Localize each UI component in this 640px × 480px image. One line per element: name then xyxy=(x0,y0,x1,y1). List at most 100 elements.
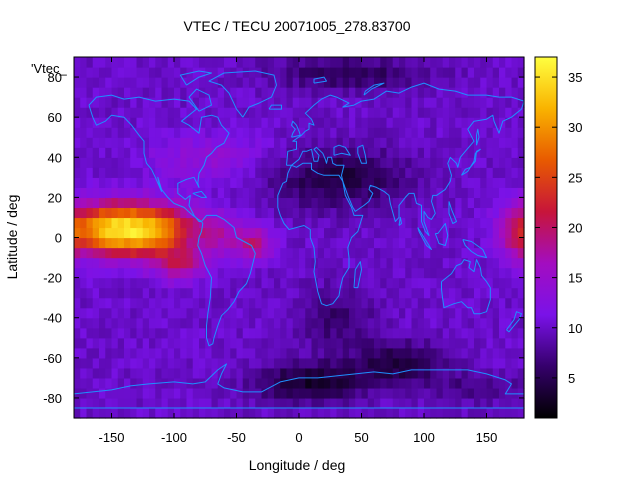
heatmap-cell xyxy=(467,57,475,68)
heatmap-cell xyxy=(117,277,125,289)
heatmap-cell xyxy=(261,77,269,88)
heatmap-cell xyxy=(217,167,225,178)
heatmap-cell xyxy=(86,257,94,269)
heatmap-cell xyxy=(361,347,369,359)
heatmap-cell xyxy=(174,167,181,178)
heatmap-cell xyxy=(349,267,356,279)
heatmap-cell xyxy=(80,347,88,359)
heatmap-cell xyxy=(499,347,506,359)
heatmap-cell xyxy=(230,87,238,98)
heatmap-cell xyxy=(155,107,163,118)
heatmap-cell xyxy=(161,207,169,219)
heatmap-cell xyxy=(511,267,519,279)
heatmap-cell xyxy=(105,407,113,419)
heatmap-cell xyxy=(386,67,394,78)
heatmap-cell xyxy=(205,207,213,219)
heatmap-cell xyxy=(449,197,456,209)
heatmap-cell xyxy=(249,107,256,118)
heatmap-cell xyxy=(492,127,500,138)
heatmap-cell xyxy=(411,87,419,98)
heatmap-cell xyxy=(511,177,519,188)
heatmap-cell xyxy=(517,407,525,419)
heatmap-cell xyxy=(142,207,150,219)
heatmap-cell xyxy=(505,397,513,409)
heatmap-cell xyxy=(442,307,450,319)
heatmap-cell xyxy=(136,207,144,219)
heatmap-cell xyxy=(486,87,494,98)
heatmap-cell xyxy=(92,347,100,359)
heatmap-cell xyxy=(174,377,181,389)
heatmap-cell xyxy=(317,327,325,339)
heatmap-cell xyxy=(342,127,350,138)
heatmap-cell xyxy=(499,277,506,289)
heatmap-cell xyxy=(149,287,156,299)
heatmap-cell xyxy=(305,207,313,219)
coastline-south-america xyxy=(197,214,256,347)
heatmap-cell xyxy=(442,287,450,299)
heatmap-cell xyxy=(117,367,125,379)
heatmap-cell xyxy=(111,137,119,148)
heatmap-cell xyxy=(80,377,88,389)
heatmap-cell xyxy=(461,157,469,168)
heatmap-cell xyxy=(380,297,388,309)
heatmap-cell xyxy=(486,257,494,269)
heatmap-cell xyxy=(117,67,125,78)
heatmap-cell xyxy=(305,67,313,78)
heatmap-cell xyxy=(80,247,88,259)
heatmap-cell xyxy=(267,167,275,178)
heatmap-cell xyxy=(417,297,425,309)
heatmap-cell xyxy=(80,217,88,229)
heatmap-cell xyxy=(442,157,450,168)
heatmap-cell xyxy=(505,67,513,78)
heatmap-cell xyxy=(142,267,150,279)
heatmap-cell xyxy=(486,187,494,198)
heatmap-cell xyxy=(174,197,181,209)
heatmap-cell xyxy=(467,117,475,128)
heatmap-cell xyxy=(324,187,331,198)
heatmap-cell xyxy=(386,237,394,249)
heatmap-cell xyxy=(342,257,350,269)
heatmap-cell xyxy=(511,327,519,339)
heatmap-cell xyxy=(317,407,325,419)
heatmap-cell xyxy=(174,137,181,148)
heatmap-cell xyxy=(136,227,144,239)
heatmap-cell xyxy=(217,377,225,389)
heatmap-cell xyxy=(511,167,519,178)
heatmap-cell xyxy=(367,277,375,289)
heatmap-cell xyxy=(224,357,231,369)
heatmap-cell xyxy=(117,357,125,369)
heatmap-cell xyxy=(211,117,219,128)
heatmap-cell xyxy=(211,337,219,349)
heatmap-cell xyxy=(499,177,506,188)
heatmap-cell xyxy=(424,257,431,269)
heatmap-cell xyxy=(455,357,463,369)
heatmap-cell xyxy=(386,77,394,88)
heatmap-cell xyxy=(192,337,200,349)
heatmap-cell xyxy=(86,107,94,118)
heatmap-cell xyxy=(292,297,300,309)
heatmap-cell xyxy=(111,327,119,339)
heatmap-cell xyxy=(405,387,413,399)
heatmap-cell xyxy=(192,107,200,118)
heatmap-cell xyxy=(249,327,256,339)
heatmap-cell xyxy=(124,287,131,299)
heatmap-cell xyxy=(274,367,281,379)
heatmap-cell xyxy=(417,317,425,329)
heatmap-cell xyxy=(136,117,144,128)
heatmap-cell xyxy=(199,77,206,88)
heatmap-cell xyxy=(249,257,256,269)
heatmap-cell xyxy=(405,267,413,279)
heatmap-cell xyxy=(436,67,444,78)
heatmap-cell xyxy=(492,177,500,188)
heatmap-cell xyxy=(211,227,219,239)
heatmap-cell xyxy=(324,317,331,329)
heatmap-cell xyxy=(242,87,250,98)
heatmap-cell xyxy=(117,237,125,249)
heatmap-cell xyxy=(92,227,100,239)
heatmap-cell xyxy=(367,167,375,178)
heatmap-cell xyxy=(205,307,213,319)
heatmap-cell xyxy=(317,187,325,198)
heatmap-cell xyxy=(411,337,419,349)
heatmap-cell xyxy=(442,177,450,188)
heatmap-cell xyxy=(205,287,213,299)
